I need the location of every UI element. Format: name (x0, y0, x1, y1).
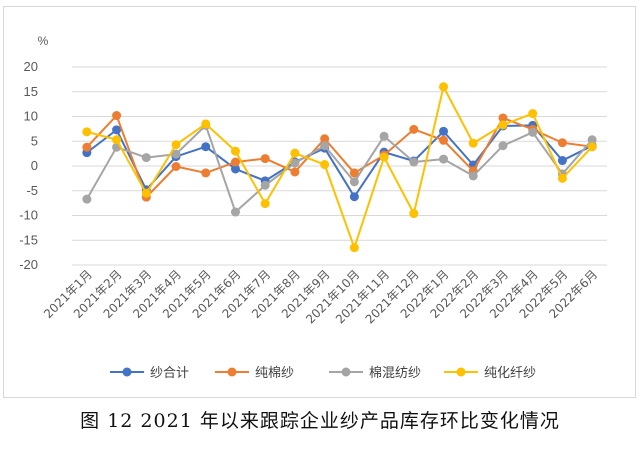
y-axis-ticks: 20 15 10 5 0 -5 -10 -15 -20 (19, 59, 38, 272)
y-tick-label: 20 (24, 59, 38, 74)
y-tick-label: -10 (19, 208, 38, 223)
series-lines (82, 82, 597, 253)
data-point (409, 209, 419, 219)
data-point (141, 153, 151, 163)
data-point (409, 124, 419, 134)
legend-marker (227, 367, 237, 377)
data-point (498, 141, 508, 151)
y-tick-label: -20 (19, 257, 38, 272)
y-tick-label: 10 (24, 109, 38, 124)
data-point (557, 173, 567, 183)
legend-label: 纱合计 (150, 366, 189, 381)
series-0 (82, 120, 597, 202)
data-point (230, 146, 240, 156)
data-point (290, 158, 300, 168)
line-chart: % 20 15 10 5 0 -5 -10 -15 -20 2021年1月2021年2月2021… (19, 34, 607, 381)
data-point (439, 135, 449, 145)
gridlines (72, 66, 607, 266)
data-point (587, 135, 597, 145)
data-point (468, 171, 478, 181)
data-point (141, 188, 151, 198)
data-point (439, 82, 449, 92)
y-tick-label: -5 (26, 183, 38, 198)
data-point (201, 142, 211, 152)
legend-marker (456, 367, 466, 377)
data-point (290, 167, 300, 177)
data-point (320, 134, 330, 144)
data-point (230, 207, 240, 217)
data-point (171, 149, 181, 159)
series-line (86, 124, 593, 198)
data-point (290, 148, 300, 158)
series-3 (82, 82, 597, 253)
data-point (112, 111, 122, 121)
legend-marker (122, 367, 132, 377)
data-point (468, 138, 478, 148)
data-point (498, 120, 508, 130)
data-point (260, 154, 270, 164)
y-tick-label: 5 (31, 133, 38, 148)
data-point (260, 199, 270, 209)
legend-item: 纯化纤纱 (444, 366, 536, 381)
data-point (349, 243, 359, 253)
data-point (171, 140, 181, 150)
data-point (320, 141, 330, 151)
series-line (85, 124, 593, 214)
legend-label: 纯化纤纱 (484, 366, 536, 381)
data-point (201, 119, 211, 129)
data-point (528, 127, 538, 137)
legend-item: 棉混纺纱 (329, 366, 421, 381)
data-point (112, 135, 122, 145)
data-point (498, 113, 508, 123)
legend-item: 纱合计 (110, 366, 189, 381)
legend: 纱合计 纯棉纱 棉混纺纱 纯化纤纱 (110, 366, 536, 381)
data-point (409, 157, 419, 167)
data-point (230, 157, 240, 167)
data-point (439, 154, 449, 164)
data-point (379, 131, 389, 141)
legend-item: 纯棉纱 (215, 366, 294, 381)
data-point (349, 177, 359, 187)
y-tick-label: -15 (19, 232, 38, 247)
data-point (230, 164, 240, 174)
data-point (557, 138, 567, 148)
figure-caption: 图 12 2021 年以来跟踪企业纱产品库存环比变化情况 (80, 410, 560, 432)
data-point (349, 192, 359, 202)
data-point (82, 142, 92, 152)
data-point (82, 194, 92, 204)
legend-marker (341, 367, 351, 377)
series-2 (82, 120, 597, 217)
data-point (557, 156, 567, 166)
legend-label: 纯棉纱 (255, 366, 294, 381)
series-line (86, 85, 593, 249)
y-tick-label: 15 (24, 84, 38, 99)
data-point (260, 180, 270, 190)
data-point (439, 126, 449, 136)
x-axis-ticks: 2021年1月2021年2月2021年3月2021年4月2021年5月2021年… (41, 267, 600, 326)
series-1 (82, 111, 597, 202)
data-point (82, 127, 92, 137)
data-point (349, 168, 359, 178)
legend-label: 棉混纺纱 (369, 366, 421, 381)
data-point (379, 152, 389, 162)
data-point (112, 125, 122, 135)
chart-container: % 20 15 10 5 0 -5 -10 -15 -20 2021年1月 2021年2月 2021… (3, 6, 636, 398)
data-point (171, 161, 181, 171)
data-point (528, 109, 538, 119)
data-point (201, 168, 211, 178)
y-unit-label: % (38, 34, 49, 48)
series-line (86, 114, 593, 199)
y-tick-label: 0 (31, 158, 38, 173)
data-point (587, 142, 597, 152)
data-point (320, 160, 330, 170)
